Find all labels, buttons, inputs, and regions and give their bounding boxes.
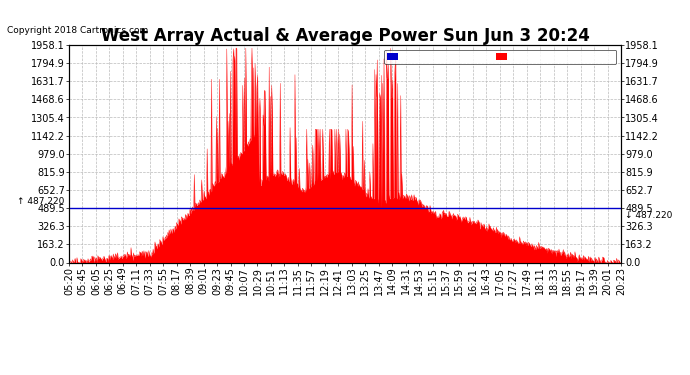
Title: West Array Actual & Average Power Sun Jun 3 20:24: West Array Actual & Average Power Sun Ju… <box>101 27 589 45</box>
Legend: Average  (DC Watts), West Array  (DC Watts): Average (DC Watts), West Array (DC Watts… <box>384 50 616 64</box>
Text: Copyright 2018 Cartronics.com: Copyright 2018 Cartronics.com <box>7 26 148 35</box>
Text: ↓ 487.220: ↓ 487.220 <box>625 211 673 220</box>
Text: ↑ 487.220: ↑ 487.220 <box>17 196 65 206</box>
